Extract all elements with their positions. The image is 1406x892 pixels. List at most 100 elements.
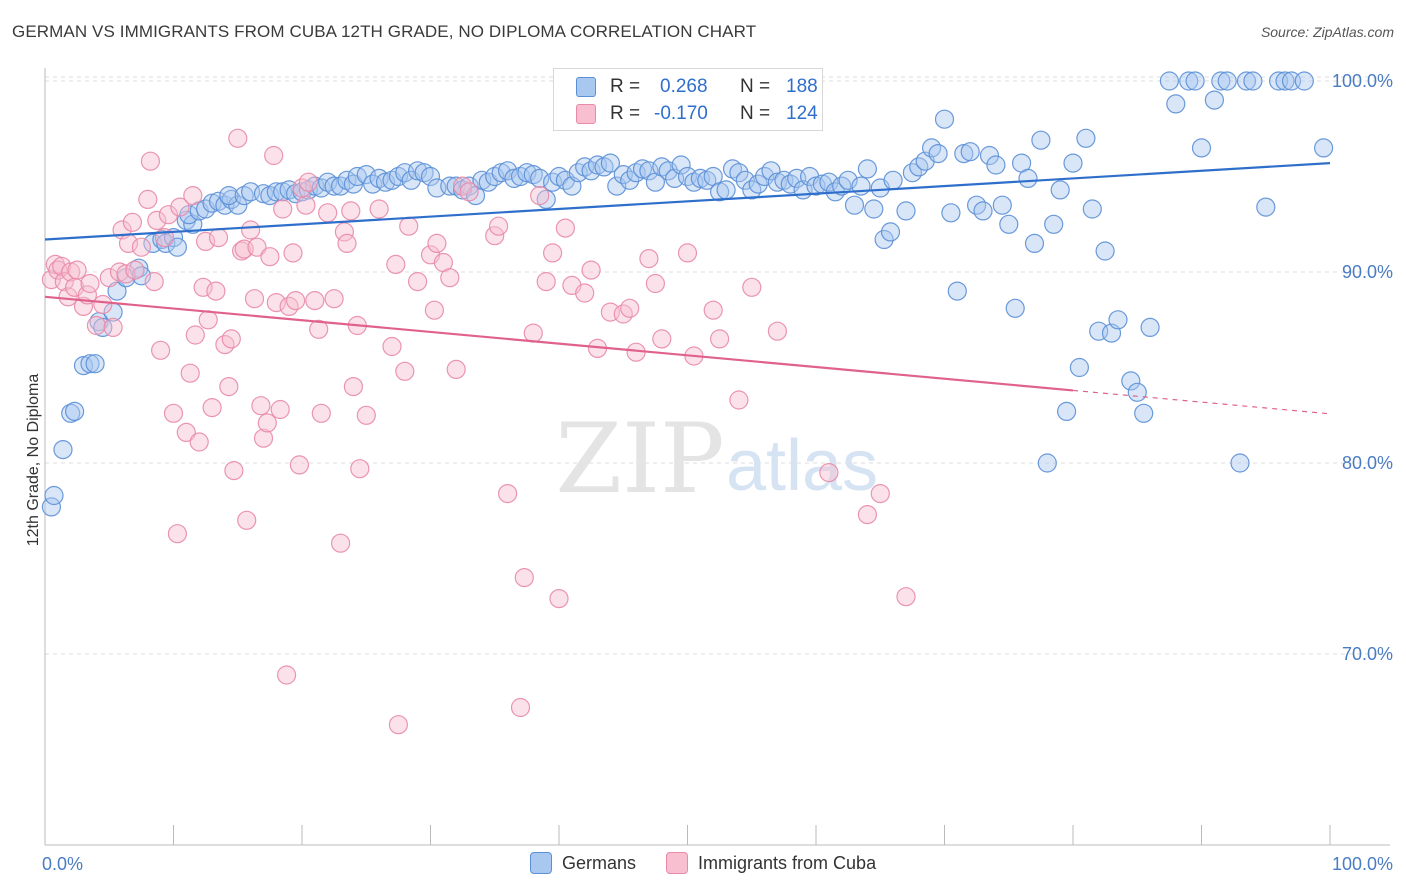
point-cuba — [489, 216, 509, 236]
point-cuba — [273, 199, 293, 219]
point-germans — [960, 142, 980, 162]
y-tick-label: 80.0% — [1342, 453, 1393, 473]
point-germans — [1076, 128, 1096, 148]
point-germans — [1211, 71, 1231, 91]
point-germans — [986, 155, 1006, 175]
point-germans — [44, 485, 64, 506]
legend-swatch-germans — [530, 852, 552, 874]
y-axis-title: 12th Grade, No Diploma — [25, 374, 42, 547]
point-cuba — [289, 455, 309, 475]
point-cuba — [158, 205, 178, 225]
point-germans — [999, 214, 1019, 234]
point-cuba — [620, 298, 640, 318]
point-cuba — [247, 237, 267, 257]
point-germans — [459, 176, 479, 196]
point-cuba — [80, 273, 100, 294]
point-cuba — [395, 361, 415, 381]
point-germans — [620, 170, 640, 190]
point-germans — [844, 195, 865, 215]
point-cuba — [309, 319, 329, 339]
y-tick-label: 100.0% — [1332, 71, 1393, 91]
legend-swatch-cuba — [666, 852, 689, 874]
point-cuba — [870, 484, 890, 504]
point-germans — [874, 229, 894, 250]
legend-n-value: 124 — [786, 103, 818, 124]
point-cuba — [555, 218, 576, 238]
legend-row-cuba: R = -0.170 N = 124 — [576, 101, 818, 127]
point-cuba — [54, 272, 74, 292]
x-tick-label: 0.0% — [42, 854, 83, 874]
point-cuba — [424, 300, 444, 320]
point-cuba — [283, 243, 303, 263]
point-germans — [156, 233, 176, 253]
chart-title: GERMAN VS IMMIGRANTS FROM CUBA 12TH GRAD… — [12, 22, 757, 41]
point-germans — [947, 281, 967, 301]
point-cuba — [498, 484, 518, 504]
point-cuba — [356, 405, 376, 425]
point-cuba — [86, 315, 107, 336]
point-germans — [1185, 71, 1205, 91]
point-cuba — [446, 359, 466, 379]
point-cuba — [399, 216, 419, 236]
point-germans — [1069, 357, 1090, 378]
point-cuba — [270, 399, 290, 420]
point-germans — [748, 174, 768, 194]
point-cuba — [427, 233, 447, 253]
point-cuba — [337, 233, 357, 253]
point-cuba — [742, 277, 762, 297]
point-germans — [1236, 71, 1257, 91]
point-cuba — [709, 329, 730, 349]
point-germans — [1217, 71, 1237, 91]
point-cuba — [253, 428, 274, 448]
point-cuba — [219, 377, 239, 397]
legend-item-germans: Germans — [530, 852, 636, 874]
point-germans — [729, 163, 749, 183]
series-legend: Germans Immigrants from Cuba — [530, 852, 906, 874]
legend-row-germans: R = 0.268 N = 188 — [576, 74, 818, 100]
point-cuba — [819, 463, 839, 483]
point-germans — [1275, 71, 1295, 91]
point-germans — [671, 155, 691, 175]
point-germans — [1095, 241, 1115, 261]
point-germans — [1121, 371, 1141, 391]
point-germans — [1063, 153, 1083, 173]
legend-r-label: R = — [610, 76, 641, 97]
point-germans — [85, 354, 105, 374]
point-germans — [1056, 401, 1077, 421]
point-cuba — [224, 461, 244, 481]
point-germans — [356, 165, 376, 185]
point-cuba — [536, 272, 556, 292]
point-cuba — [386, 254, 406, 274]
point-cuba — [286, 291, 306, 311]
point-germans — [1140, 317, 1160, 337]
point-cuba — [140, 151, 160, 171]
series-cuba — [41, 128, 916, 735]
point-germans — [716, 180, 736, 200]
point-cuba — [93, 294, 113, 315]
point-cuba — [228, 128, 248, 148]
point-germans — [864, 199, 884, 219]
watermark-zip: ZIP — [555, 403, 724, 515]
point-germans — [1243, 71, 1263, 91]
point-germans — [883, 170, 903, 190]
point-cuba — [581, 260, 601, 280]
point-germans — [1166, 94, 1186, 114]
point-cuba — [575, 283, 595, 303]
point-germans — [1159, 71, 1180, 91]
point-germans — [1018, 168, 1038, 188]
watermark-atlas: atlas — [726, 426, 878, 506]
point-cuba — [237, 510, 257, 530]
point-germans — [219, 186, 239, 206]
trend-line-germans — [44, 162, 1331, 241]
point-cuba — [324, 289, 344, 309]
point-cuba — [147, 210, 167, 230]
point-germans — [992, 195, 1012, 215]
point-germans — [167, 237, 187, 257]
legend-r-label: R = — [610, 103, 641, 124]
point-germans — [1294, 71, 1314, 91]
point-cuba — [241, 220, 261, 240]
point-cuba — [331, 533, 351, 553]
point-cuba — [510, 697, 531, 718]
y-tick-label: 90.0% — [1342, 262, 1393, 282]
point-germans — [1024, 233, 1045, 253]
